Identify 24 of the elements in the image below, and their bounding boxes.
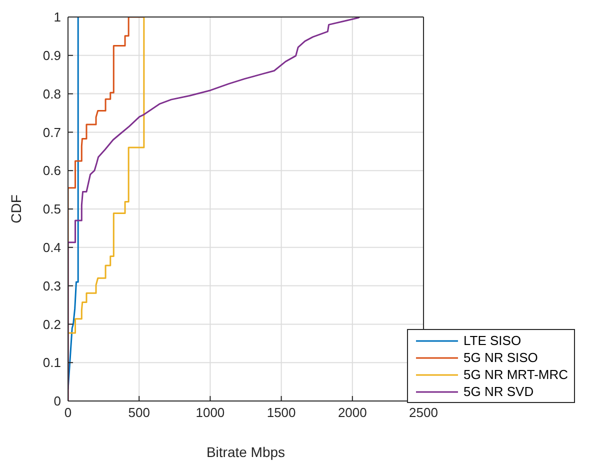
- y-tick-label: 0.1: [42, 355, 61, 370]
- y-tick-label: 0.6: [42, 163, 61, 178]
- legend-label: 5G NR SISO: [464, 349, 538, 366]
- line-series: [68, 17, 145, 334]
- y-axis-title: CDF: [8, 194, 24, 224]
- x-tick-label: 1000: [196, 405, 225, 420]
- x-tick-label: 1500: [266, 405, 296, 420]
- y-tick-label: 0.9: [42, 48, 61, 64]
- x-axis-title: Bitrate Mbps: [206, 444, 286, 460]
- legend-label: 5G NR SVD: [464, 383, 534, 400]
- x-tick-label: 500: [128, 405, 150, 420]
- y-tick-label: 0.2: [42, 316, 61, 332]
- x-tick-label: 2000: [338, 405, 367, 420]
- y-tick-label: 0.4: [42, 240, 61, 256]
- x-tick-label: 2500: [409, 405, 438, 420]
- y-tick-label: 0: [54, 394, 61, 409]
- y-tick-label: 1: [54, 10, 61, 25]
- y-tick-label: 0.8: [42, 86, 61, 102]
- x-tick-label: 0: [64, 405, 72, 420]
- legend-label: LTE SISO: [464, 332, 522, 349]
- legend-label: 5G NR MRT-MRC: [464, 366, 568, 383]
- y-tick-label: 0.7: [42, 124, 61, 140]
- y-tick-label: 0.5: [42, 202, 61, 217]
- y-tick-label: 0.3: [42, 278, 61, 294]
